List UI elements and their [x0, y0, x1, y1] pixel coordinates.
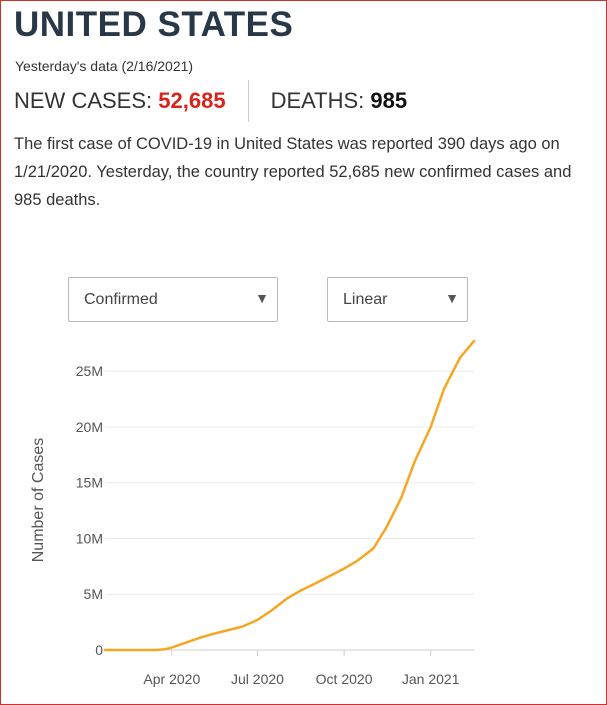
y-tick-label: 10M: [76, 530, 103, 546]
y-tick-label: 25M: [76, 363, 103, 379]
summary-part-2: in United States was reported 390 days a…: [14, 135, 572, 209]
x-tick-label: Jul 2020: [231, 671, 284, 687]
metric-select-value: Confirmed: [84, 290, 158, 308]
y-axis-title: Number of Cases: [30, 438, 47, 563]
y-tick-label: 20M: [76, 419, 103, 435]
stats-divider: [247, 80, 249, 122]
new-cases-value: 52,685: [158, 88, 226, 113]
scale-select-value: Linear: [343, 290, 388, 308]
data-date: Yesterday's data (2/16/2021): [15, 58, 194, 74]
x-tick-label: Apr 2020: [143, 671, 200, 687]
x-tick-label: Oct 2020: [316, 671, 373, 687]
cases-chart: 0 5M 10M 15M 20M 25M Apr 2020 Jul 2020 Oct 2020 J…: [30, 339, 476, 687]
scale-select[interactable]: Linear ▼: [327, 277, 468, 322]
metric-select[interactable]: Confirmed ▼: [68, 277, 278, 322]
page-title: UNITED STATES: [14, 5, 294, 44]
disease-name: COVID-19: [135, 135, 213, 153]
caret-down-icon: ▼: [445, 290, 459, 306]
deaths-label: DEATHS:: [270, 88, 365, 113]
new-cases-label: NEW CASES:: [14, 88, 153, 113]
caret-down-icon: ▼: [255, 290, 269, 306]
summary-part-1: The first case of: [14, 135, 136, 153]
y-tick-label: 0: [95, 642, 103, 658]
series-line-confirmed: [103, 339, 476, 652]
deaths-value: 985: [370, 88, 408, 113]
summary-text: The first case of COVID-19 in United Sta…: [14, 130, 594, 214]
y-tick-label: 5M: [84, 586, 103, 602]
y-tick-label: 15M: [76, 475, 103, 491]
stats-row: NEW CASES: 52,685 DEATHS: 985: [14, 80, 408, 122]
x-tick-label: Jan 2021: [402, 671, 460, 687]
